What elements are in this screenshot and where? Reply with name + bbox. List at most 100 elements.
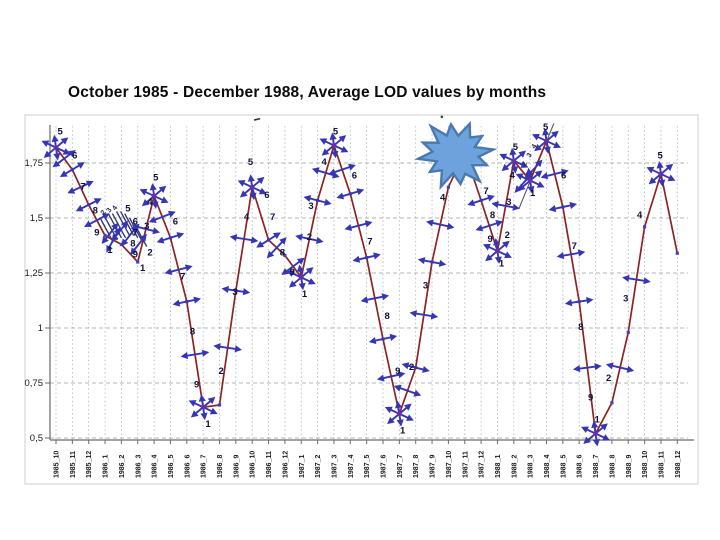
arrowhead (298, 282, 306, 291)
digit-label: 7 (572, 241, 577, 252)
digit-label: 9 (395, 366, 400, 377)
digit-label: 2 (505, 230, 510, 241)
arrow-marker (475, 219, 504, 232)
digit-label: 9 (194, 379, 199, 390)
arrowhead (360, 296, 369, 304)
arrowhead (239, 190, 248, 198)
arrowhead (553, 141, 562, 149)
digit-label: 7 (180, 272, 185, 283)
arrow-marker (548, 201, 578, 213)
arrowhead (234, 345, 243, 353)
arrowhead (237, 180, 246, 187)
arrowhead (141, 199, 150, 207)
arrow-marker (59, 162, 85, 178)
star-marker (384, 400, 414, 427)
y-tick-label: 1,25 (25, 268, 44, 279)
digit-label: 1 (205, 419, 211, 430)
digit-label: 8 (190, 327, 195, 338)
digit-label: 8 (280, 247, 285, 258)
arrowhead (172, 299, 181, 307)
arrowhead (101, 236, 109, 245)
digit-label: 5 (333, 126, 339, 137)
arrowhead (511, 166, 519, 174)
digit-label: 7 (270, 212, 275, 223)
arrow-marker (221, 285, 251, 296)
y-tick-label: 1,5 (30, 213, 43, 224)
arrowhead (626, 365, 635, 373)
digit-label: 6 (173, 217, 178, 228)
data-point (446, 185, 450, 189)
arrowhead (504, 251, 512, 259)
star-marker (286, 264, 316, 291)
arrowhead (331, 150, 339, 159)
arrow-marker (467, 194, 495, 207)
x-tick-label: 1987_7 (397, 455, 404, 478)
arrowhead (487, 194, 495, 202)
tiny-digit-label: 4 (111, 205, 119, 212)
star-center (298, 275, 304, 280)
arrowhead (527, 186, 535, 194)
arrow-marker (344, 220, 373, 232)
data-point (103, 234, 107, 238)
arrowhead (393, 384, 402, 392)
x-tick-label: 1987_11 (462, 451, 469, 478)
arrowhead (130, 247, 138, 256)
x-tick-label: 1986_5 (168, 455, 175, 478)
x-tick-label: 1988_1 (495, 455, 502, 478)
arrow-marker (426, 219, 455, 230)
arrowhead (286, 270, 295, 277)
star-marker (499, 147, 529, 174)
arrowhead (229, 234, 238, 242)
x-tick-label: 1987_9 (430, 455, 437, 478)
arrowhead (396, 419, 404, 427)
arrow-marker (148, 210, 176, 223)
arrowhead (581, 426, 589, 434)
arrowhead (514, 185, 522, 193)
arrowhead (403, 403, 412, 411)
star-marker (482, 238, 512, 264)
arrowhead (583, 436, 591, 444)
arrowhead (249, 192, 257, 201)
arrowhead (525, 167, 533, 176)
arrow-marker (84, 213, 110, 227)
arrowhead (152, 227, 160, 235)
digit-label: 2 (307, 232, 312, 243)
arrowhead (328, 168, 337, 176)
star-marker (515, 167, 545, 194)
arrowhead (176, 232, 185, 239)
slide-title: October 1985 - December 1988, Average LO… (68, 84, 547, 101)
digit-label: 7 (80, 181, 85, 192)
star-marker (237, 174, 267, 201)
x-tick-label: 1988_5 (560, 455, 567, 478)
arrowhead (139, 188, 148, 196)
arrowhead (502, 240, 510, 248)
arrowhead (250, 236, 259, 244)
arrowhead (148, 216, 157, 223)
digit-label: 9 (133, 250, 138, 261)
arrowhead (536, 181, 545, 188)
data-point (217, 403, 222, 407)
digit-label: 8 (490, 210, 495, 221)
tiny-digit-label: 4 (531, 143, 539, 150)
arrow-markers (52, 149, 651, 397)
arrowhead (485, 254, 493, 262)
digit-label: 3 (423, 280, 428, 291)
star-center (527, 178, 533, 184)
arrowhead (53, 153, 61, 161)
arrowhead (512, 203, 520, 211)
arrowhead (586, 296, 594, 305)
arrowhead (167, 210, 176, 218)
digit-label: 1 (595, 415, 601, 426)
arrowhead (247, 174, 255, 182)
x-tick-label: 1987_12 (479, 451, 486, 478)
hatch-line (111, 213, 127, 239)
arrowhead (180, 351, 189, 360)
x-tick-label: 1986_7 (201, 455, 208, 478)
arrowhead (149, 183, 157, 191)
arrowhead (139, 233, 147, 242)
y-tick-label: 0,5 (30, 433, 43, 444)
arrowhead (646, 166, 655, 174)
digit-label: 8 (384, 311, 389, 322)
